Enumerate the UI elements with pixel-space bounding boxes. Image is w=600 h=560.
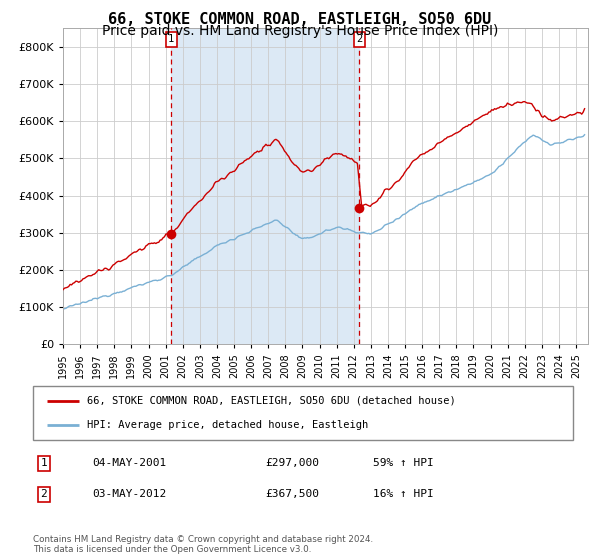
Text: £367,500: £367,500 bbox=[265, 489, 319, 500]
Text: HPI: Average price, detached house, Eastleigh: HPI: Average price, detached house, East… bbox=[87, 420, 368, 430]
Text: 66, STOKE COMMON ROAD, EASTLEIGH, SO50 6DU (detached house): 66, STOKE COMMON ROAD, EASTLEIGH, SO50 6… bbox=[87, 396, 456, 406]
Text: 1: 1 bbox=[168, 34, 175, 44]
Text: £297,000: £297,000 bbox=[265, 458, 319, 468]
Text: 1: 1 bbox=[40, 458, 47, 468]
Bar bbox=[171, 28, 359, 344]
Text: 16% ↑ HPI: 16% ↑ HPI bbox=[373, 489, 434, 500]
Text: Price paid vs. HM Land Registry's House Price Index (HPI): Price paid vs. HM Land Registry's House … bbox=[102, 24, 498, 38]
FancyBboxPatch shape bbox=[33, 386, 573, 440]
Text: 66, STOKE COMMON ROAD, EASTLEIGH, SO50 6DU: 66, STOKE COMMON ROAD, EASTLEIGH, SO50 6… bbox=[109, 12, 491, 27]
Text: 2: 2 bbox=[40, 489, 47, 500]
Text: 2: 2 bbox=[356, 34, 362, 44]
Text: Contains HM Land Registry data © Crown copyright and database right 2024.
This d: Contains HM Land Registry data © Crown c… bbox=[33, 535, 373, 554]
Text: 03-MAY-2012: 03-MAY-2012 bbox=[92, 489, 167, 500]
Text: 04-MAY-2001: 04-MAY-2001 bbox=[92, 458, 167, 468]
Text: 59% ↑ HPI: 59% ↑ HPI bbox=[373, 458, 434, 468]
